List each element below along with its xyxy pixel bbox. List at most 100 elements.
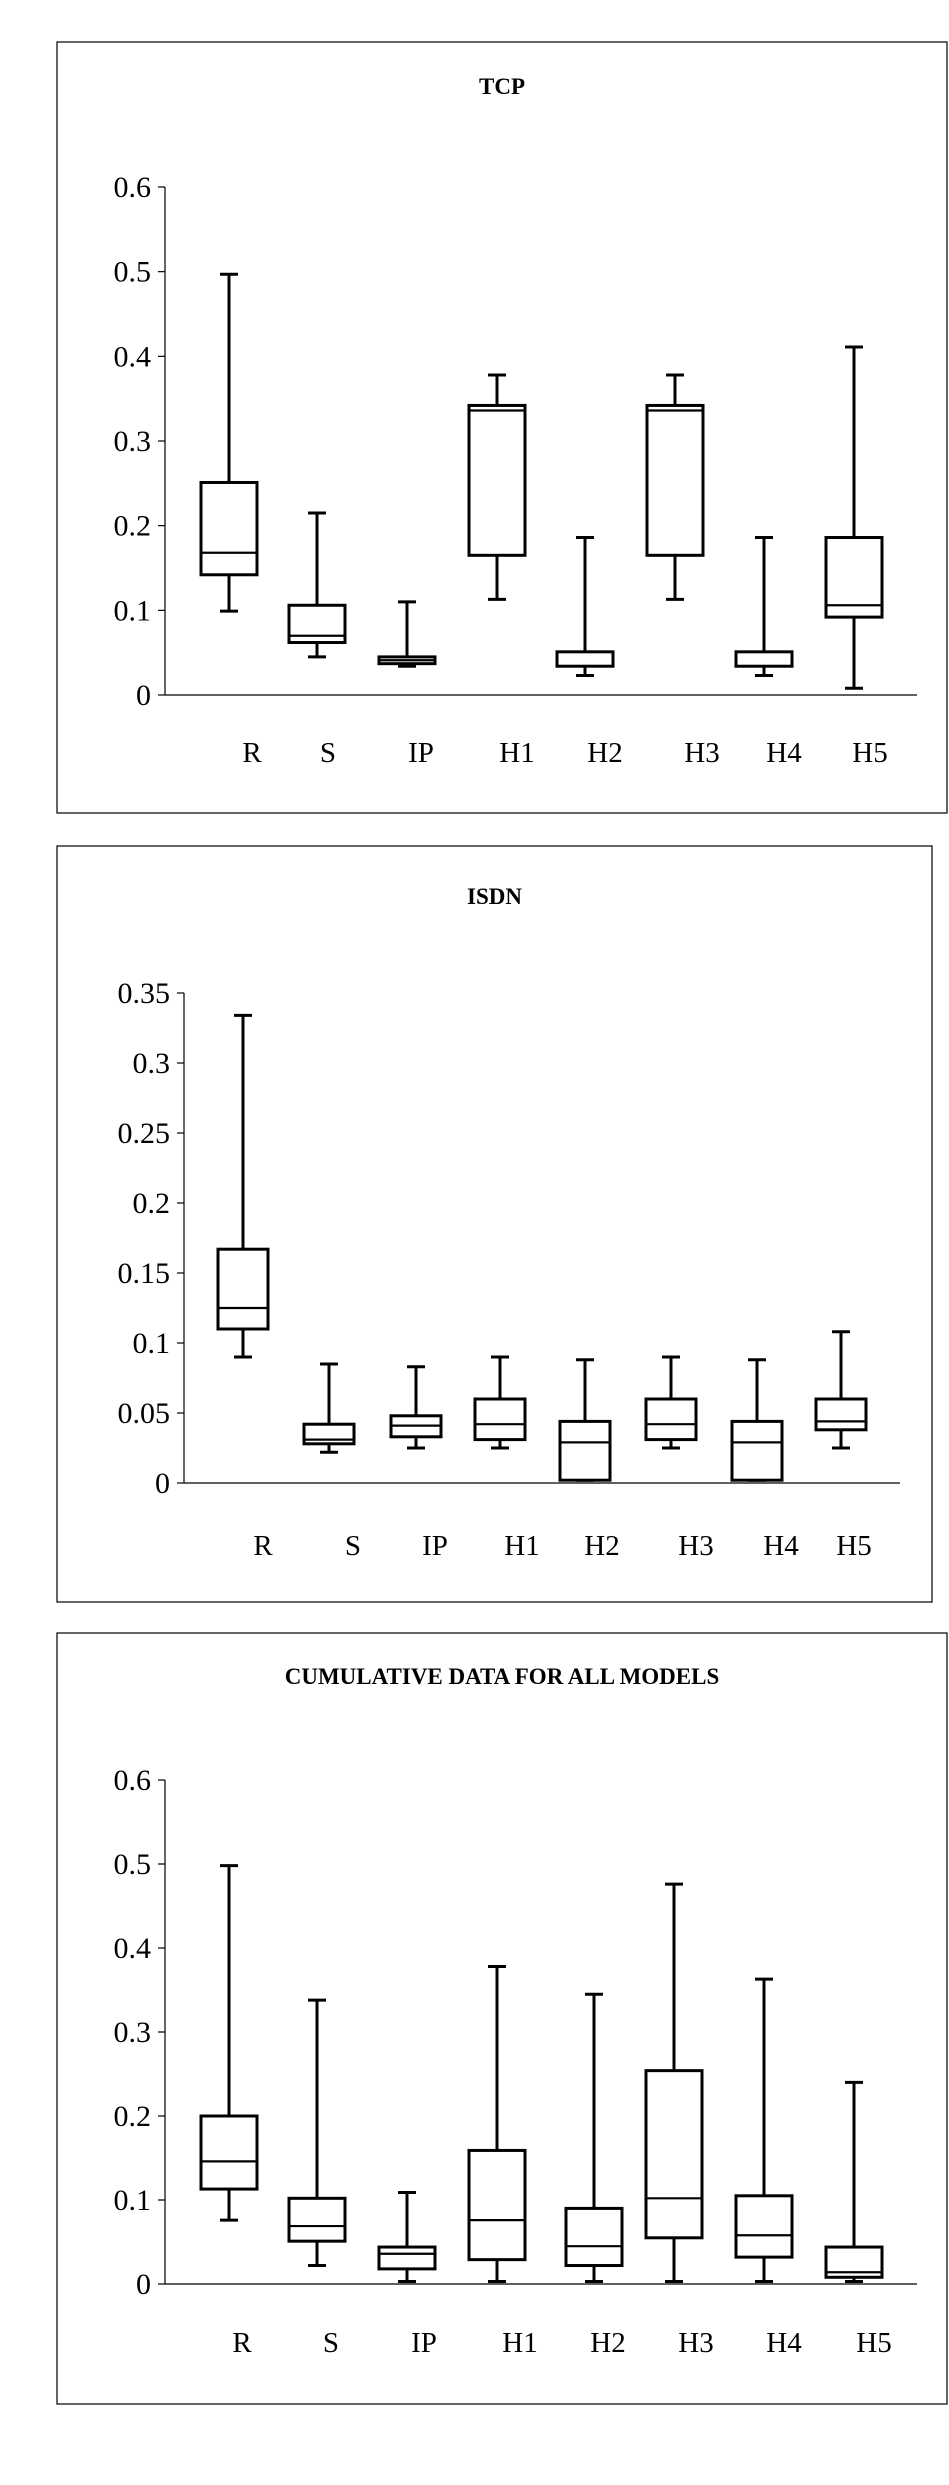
iqr-box <box>558 1419 612 1482</box>
box-H1 <box>467 1964 527 2283</box>
y-tick-label: 0.6 <box>114 171 152 204</box>
y-tick-label: 0.25 <box>118 1117 171 1150</box>
chart-title: CUMULATIVE DATA FOR ALL MODELS <box>285 1664 720 1689</box>
box-R <box>216 1013 270 1359</box>
iqr-box <box>645 403 705 557</box>
chart-title: TCP <box>479 74 525 99</box>
x-tick-label: S <box>323 2327 339 2359</box>
box-H4 <box>730 1358 784 1482</box>
iqr-box <box>564 2206 624 2268</box>
box-H4 <box>734 1977 794 2283</box>
iqr-box <box>199 2114 259 2191</box>
x-tick-label: R <box>232 2327 252 2359</box>
iqr-box <box>216 1247 270 1331</box>
y-tick-label: 0.2 <box>114 2100 152 2133</box>
chart-frame <box>56 41 948 814</box>
x-tick-label: H1 <box>502 2327 537 2359</box>
x-tick-label: R <box>253 1530 273 1562</box>
box-S <box>287 511 347 659</box>
x-tick-label: H5 <box>852 737 887 769</box>
x-tick-label: H3 <box>678 1530 713 1562</box>
iqr-box <box>467 2148 527 2262</box>
x-tick-label: H1 <box>504 1530 539 1562</box>
y-tick-label: 0.4 <box>114 1932 152 1965</box>
iqr-box <box>555 650 615 668</box>
x-tick-label: H5 <box>836 1530 871 1562</box>
y-tick-label: 0.1 <box>114 594 152 627</box>
x-tick-label: IP <box>411 2327 437 2359</box>
y-tick-label: 0.35 <box>118 977 171 1010</box>
chart-frame <box>56 845 933 1603</box>
box-S <box>287 1998 347 2268</box>
y-tick-label: 0.15 <box>118 1257 171 1290</box>
box-H2 <box>564 1992 624 2283</box>
box-H5 <box>824 345 884 690</box>
iqr-box <box>824 536 884 619</box>
x-tick-label: H4 <box>763 1530 799 1562</box>
x-tick-label: S <box>345 1530 361 1562</box>
chart-2: CUMULATIVE DATA FOR ALL MODELS 0 0.1 0.2 0.3… <box>56 1632 948 2405</box>
iqr-box <box>467 403 527 557</box>
x-tick-label: IP <box>408 737 434 769</box>
box-S <box>302 1362 356 1454</box>
iqr-box <box>473 1397 527 1442</box>
iqr-box <box>734 2194 794 2259</box>
iqr-box <box>302 1422 356 1446</box>
x-tick-label: H2 <box>584 1530 619 1562</box>
y-tick-label: 0.4 <box>114 340 152 373</box>
iqr-box <box>644 2069 704 2240</box>
iqr-box <box>734 650 794 668</box>
y-tick-label: 0 <box>136 679 151 712</box>
box-H3 <box>645 373 705 601</box>
y-tick-label: 0 <box>136 2268 151 2301</box>
iqr-box <box>814 1397 868 1432</box>
x-tick-label: H3 <box>678 2327 713 2359</box>
x-tick-label: H3 <box>684 737 719 769</box>
x-tick-label: H5 <box>856 2327 891 2359</box>
box-H2 <box>555 536 615 678</box>
y-tick-label: 0.3 <box>133 1047 171 1080</box>
box-H1 <box>467 373 527 601</box>
y-tick-label: 0.5 <box>114 1848 152 1881</box>
box-H5 <box>814 1330 868 1450</box>
x-tick-label: H4 <box>766 737 802 769</box>
chart-0: TCP 0 0.1 0.2 0.3 0.4 0.5 0.6 R S IP H1 H2 H3 H4 H5 <box>56 41 948 814</box>
y-tick-label: 0.2 <box>133 1187 171 1220</box>
y-tick-label: 0.3 <box>114 425 152 458</box>
x-tick-label: H4 <box>766 2327 802 2359</box>
x-tick-label: IP <box>422 1530 448 1562</box>
y-tick-label: 0.6 <box>114 1764 152 1797</box>
box-H2 <box>558 1358 612 1482</box>
x-tick-label: H2 <box>590 2327 625 2359</box>
iqr-box <box>377 2245 437 2271</box>
x-tick-label: R <box>242 737 262 769</box>
box-H5 <box>824 2080 884 2283</box>
box-IP <box>377 2190 437 2283</box>
box-R <box>199 1864 259 2222</box>
box-IP <box>389 1365 443 1450</box>
y-tick-label: 0 <box>155 1467 170 1500</box>
iqr-box <box>287 603 347 645</box>
iqr-box <box>644 1397 698 1442</box>
iqr-box <box>287 2196 347 2243</box>
box-R <box>199 272 259 613</box>
box-H3 <box>644 1882 704 2283</box>
y-tick-label: 0.5 <box>114 256 152 289</box>
y-tick-label: 0.1 <box>133 1327 171 1360</box>
iqr-box <box>199 480 259 577</box>
y-tick-label: 0.3 <box>114 2016 152 2049</box>
y-tick-label: 0.1 <box>114 2184 152 2217</box>
box-IP <box>377 600 437 668</box>
y-tick-label: 0.2 <box>114 510 152 543</box>
box-H4 <box>734 536 794 678</box>
chart-frame <box>56 1632 948 2405</box>
chart-title: ISDN <box>467 884 522 909</box>
box-H1 <box>473 1355 527 1450</box>
box-H3 <box>644 1355 698 1450</box>
chart-1: ISDN 0 0.05 0.1 0.15 0.2 0.25 0.3 0.35 R S IP H1 H2 H3… <box>56 845 933 1603</box>
x-tick-label: H1 <box>499 737 534 769</box>
x-tick-label: H2 <box>587 737 622 769</box>
iqr-box <box>730 1419 784 1482</box>
y-tick-label: 0.05 <box>118 1397 171 1430</box>
